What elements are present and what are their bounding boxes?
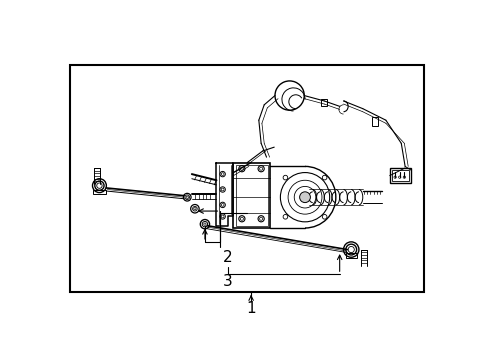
Bar — [236, 165, 268, 226]
Bar — [346, 253, 357, 258]
Bar — [321, 99, 327, 106]
Circle shape — [300, 192, 311, 203]
Bar — [70, 65, 424, 292]
Text: 1: 1 — [246, 301, 256, 316]
Bar — [372, 117, 378, 126]
Text: 3: 3 — [223, 274, 233, 289]
Bar — [390, 168, 411, 183]
Bar — [392, 170, 409, 181]
Text: 2: 2 — [223, 250, 233, 265]
Bar — [93, 190, 106, 194]
Bar — [233, 163, 270, 228]
